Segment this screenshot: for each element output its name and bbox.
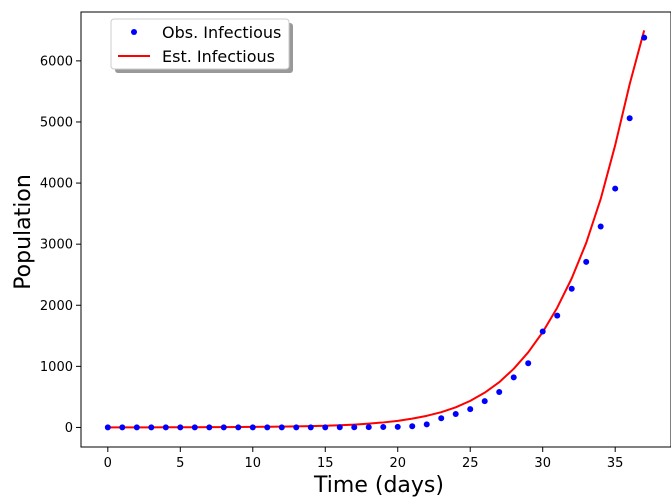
obs-infectious-point bbox=[162, 424, 169, 431]
obs-infectious-point bbox=[264, 424, 271, 431]
obs-infectious-point bbox=[626, 115, 633, 122]
plot-area bbox=[104, 30, 648, 431]
obs-infectious-point bbox=[206, 424, 213, 431]
legend-label-obs: Obs. Infectious bbox=[162, 23, 281, 42]
obs-infectious-point bbox=[583, 258, 590, 265]
obs-infectious-point bbox=[554, 312, 561, 319]
obs-infectious-point bbox=[249, 424, 256, 431]
y-tick-label: 3000 bbox=[40, 238, 73, 253]
x-tick-label: 30 bbox=[534, 456, 551, 471]
obs-infectious-point bbox=[641, 34, 648, 41]
axis-ticks: 0 5 10 15 20 25 30 35 0 1000 2000 3000 4000 5000 6000 bbox=[40, 54, 624, 471]
x-tick-label: 10 bbox=[245, 456, 262, 471]
y-tick-label: 1000 bbox=[40, 360, 73, 375]
obs-infectious-point bbox=[307, 424, 314, 431]
x-axis-label: Time (days) bbox=[313, 473, 444, 497]
obs-infectious-point bbox=[380, 424, 387, 431]
x-tick-label: 0 bbox=[104, 456, 112, 471]
obs-infectious-point bbox=[365, 424, 372, 431]
y-tick-label: 5000 bbox=[40, 115, 73, 130]
obs-infectious-point bbox=[409, 423, 416, 430]
legend-label-est: Est. Infectious bbox=[162, 47, 275, 66]
x-tick-label: 35 bbox=[607, 456, 624, 471]
obs-infectious-point bbox=[191, 424, 198, 431]
obs-infectious-point bbox=[452, 411, 459, 418]
obs-infectious-point bbox=[481, 398, 488, 405]
y-tick-label: 0 bbox=[65, 421, 73, 436]
obs-infectious-point bbox=[539, 328, 546, 335]
obs-infectious-point bbox=[322, 424, 329, 431]
y-tick-label: 4000 bbox=[40, 177, 73, 192]
plot-frame bbox=[80, 11, 671, 448]
obs-infectious-point bbox=[336, 424, 343, 431]
obs-infectious-point bbox=[525, 360, 532, 367]
obs-infectious-point bbox=[496, 389, 503, 396]
obs-infectious-point bbox=[394, 423, 401, 430]
legend-box bbox=[110, 18, 290, 70]
obs-infectious-point bbox=[293, 424, 300, 431]
obs-infectious-point bbox=[467, 406, 474, 413]
x-tick-label: 25 bbox=[462, 456, 479, 471]
legend: Obs. Infectious Est. Infectious bbox=[110, 18, 293, 73]
obs-infectious-point bbox=[148, 424, 155, 431]
obs-infectious-point bbox=[351, 424, 358, 431]
obs-infectious-point bbox=[597, 223, 604, 230]
obs-infectious-point bbox=[119, 424, 126, 431]
x-tick-label: 5 bbox=[176, 456, 184, 471]
obs-infectious-point bbox=[104, 424, 111, 431]
est-infectious-line bbox=[107, 30, 646, 429]
y-axis-label: Population bbox=[11, 174, 36, 290]
obs-infectious-point bbox=[510, 374, 517, 381]
obs-infectious-point bbox=[278, 424, 285, 431]
obs-infectious-point bbox=[612, 185, 619, 192]
obs-infectious-point bbox=[177, 424, 184, 431]
obs-infectious-point bbox=[423, 421, 430, 428]
obs-infectious-point bbox=[568, 285, 575, 292]
obs-infectious-point bbox=[133, 424, 140, 431]
y-tick-label: 6000 bbox=[40, 54, 73, 69]
obs-infectious-point bbox=[235, 424, 242, 431]
x-tick-label: 15 bbox=[317, 456, 334, 471]
legend-marker-obs bbox=[131, 29, 137, 35]
obs-infectious-point bbox=[438, 415, 445, 422]
x-tick-label: 20 bbox=[389, 456, 406, 471]
obs-infectious-point bbox=[220, 424, 227, 431]
y-tick-label: 2000 bbox=[40, 299, 73, 314]
